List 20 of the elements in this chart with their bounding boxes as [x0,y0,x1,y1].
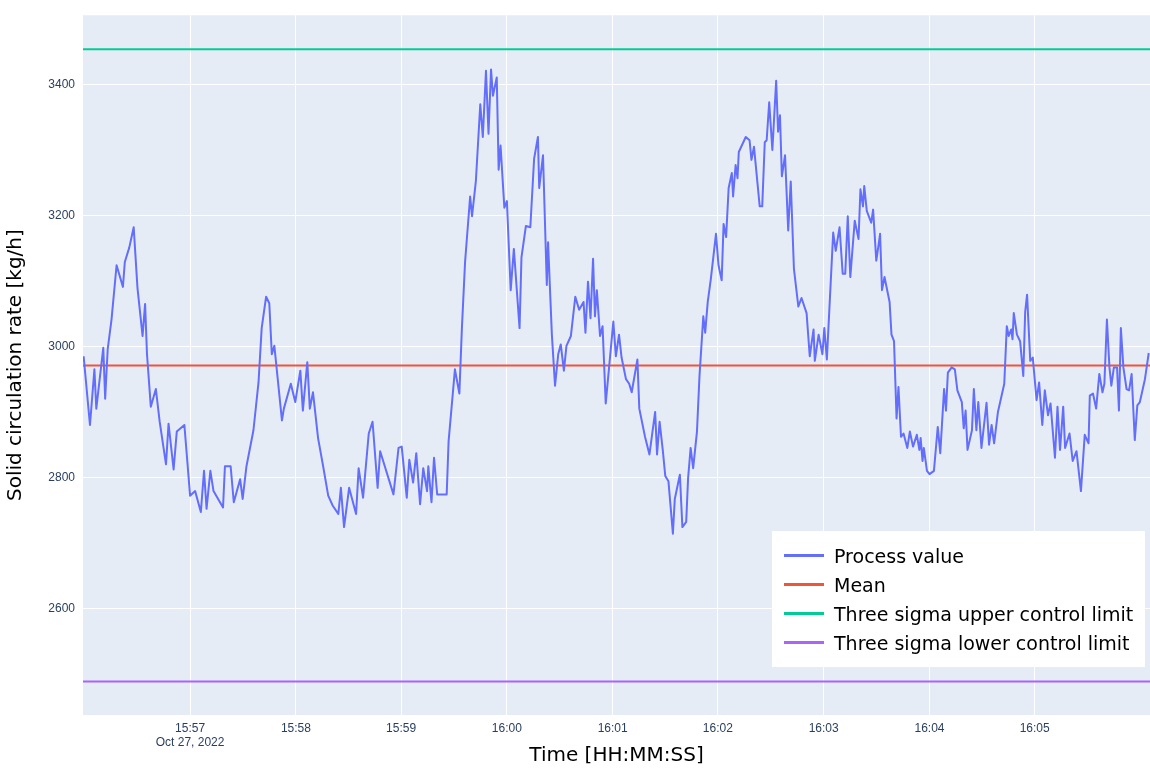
x-tick-label: 16:03 [808,720,840,735]
legend-label: Mean [834,573,886,596]
legend-label: Process value [834,544,965,567]
x-tick-label: 16:02 [702,720,734,735]
legend-label: Three sigma upper control limit [834,602,1134,625]
x-tick-label: 15:59 [386,720,417,735]
y-tick-label: 2600 [48,600,76,615]
legend-label: Three sigma lower control limit [834,631,1130,654]
y-tick-label: 3000 [48,338,76,353]
y-tick-label: 2800 [48,469,76,484]
x-tick-label: 16:01 [597,720,629,735]
x-tick-label: 15:58 [280,720,312,735]
x-tick-label: 15:57 Oct 27, 2022 [155,720,225,749]
x-tick-label: 16:04 [914,720,945,735]
y-tick-label: 3200 [48,207,76,222]
x-tick-label: 16:00 [491,720,523,735]
x-tick-label: 16:05 [1019,720,1051,735]
y-axis-title: Solid circulation rate [kg/h] [2,229,27,502]
x-axis-title: Time [HH:MM:SS] [528,742,704,767]
y-tick-label: 3400 [48,76,76,91]
